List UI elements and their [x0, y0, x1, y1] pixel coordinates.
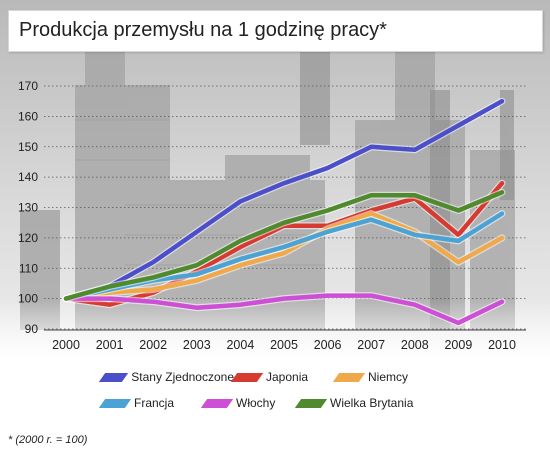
x-tick-label: 2006 [314, 338, 342, 352]
x-tick-label: 2004 [226, 338, 254, 352]
series-wielka-brytania [62, 188, 506, 303]
x-tick-label: 2000 [52, 338, 80, 352]
series-line [63, 293, 505, 326]
legend-swatch [98, 398, 132, 408]
grid-lines [44, 85, 526, 330]
y-axis: 90 100 110 120 130 140 150 160 170 [18, 79, 38, 336]
legend-label: Niemcy [368, 370, 409, 384]
legend-item-wlochy: Włochy [200, 396, 298, 410]
legend-item-niemcy: Niemcy [332, 370, 424, 384]
x-tick-label: 2001 [96, 338, 124, 352]
series-line [63, 211, 505, 301]
legend-item-stany-zjednoczone: Stany Zjednoczone [98, 370, 234, 384]
x-tick-label: 2002 [139, 338, 167, 352]
x-tick-label: 2007 [357, 338, 385, 352]
y-tick-label: 150 [18, 140, 38, 154]
x-tick-label: 2009 [444, 338, 472, 352]
legend-swatch [230, 372, 264, 382]
legend-swatch [200, 398, 234, 408]
y-tick-label: 110 [19, 261, 38, 275]
x-tick-label: 2003 [183, 338, 211, 352]
x-axis: 2000 2001 2002 2003 2004 2005 2006 2007 2008 2009… [52, 338, 516, 352]
x-tick-label: 2008 [401, 338, 429, 352]
y-tick-label: 140 [18, 170, 38, 184]
legend-swatch [294, 398, 328, 408]
legend-row-1: Stany Zjednoczone Japonia Niemcy [98, 364, 424, 390]
legend-item-japonia: Japonia [230, 370, 336, 384]
legend-row-2: Francja Włochy Wielka Brytania [98, 390, 424, 416]
y-tick-label: 90 [25, 322, 39, 336]
footnote: * (2000 r. = 100) [8, 434, 88, 446]
y-tick-label: 130 [18, 201, 38, 215]
legend-label: Japonia [266, 370, 309, 384]
series-wlochy [62, 292, 506, 327]
y-tick-label: 100 [18, 292, 38, 306]
legend-item-wielka-brytania: Wielka Brytania [294, 396, 424, 410]
y-tick-label: 120 [18, 231, 38, 245]
legend-label: Francja [134, 396, 175, 410]
x-tick-label: 2010 [488, 338, 516, 352]
legend-label: Stany Zjednoczone [131, 370, 234, 384]
title-box: Produkcja przemysłu na 1 godzinę pracy* [8, 10, 543, 52]
series-line [63, 190, 505, 301]
chart-legend: Stany Zjednoczone Japonia Niemcy Francja… [98, 364, 424, 416]
x-tick-label: 2005 [270, 338, 298, 352]
legend-label: Włochy [236, 396, 276, 410]
legend-swatch [98, 372, 129, 382]
y-tick-label: 160 [18, 109, 38, 123]
legend-label: Wielka Brytania [330, 396, 414, 410]
y-tick-label: 170 [18, 79, 38, 93]
legend-item-francja: Francja [98, 396, 204, 410]
legend-swatch [332, 372, 366, 382]
chart-title: Produkcja przemysłu na 1 godzinę pracy* [19, 19, 387, 41]
